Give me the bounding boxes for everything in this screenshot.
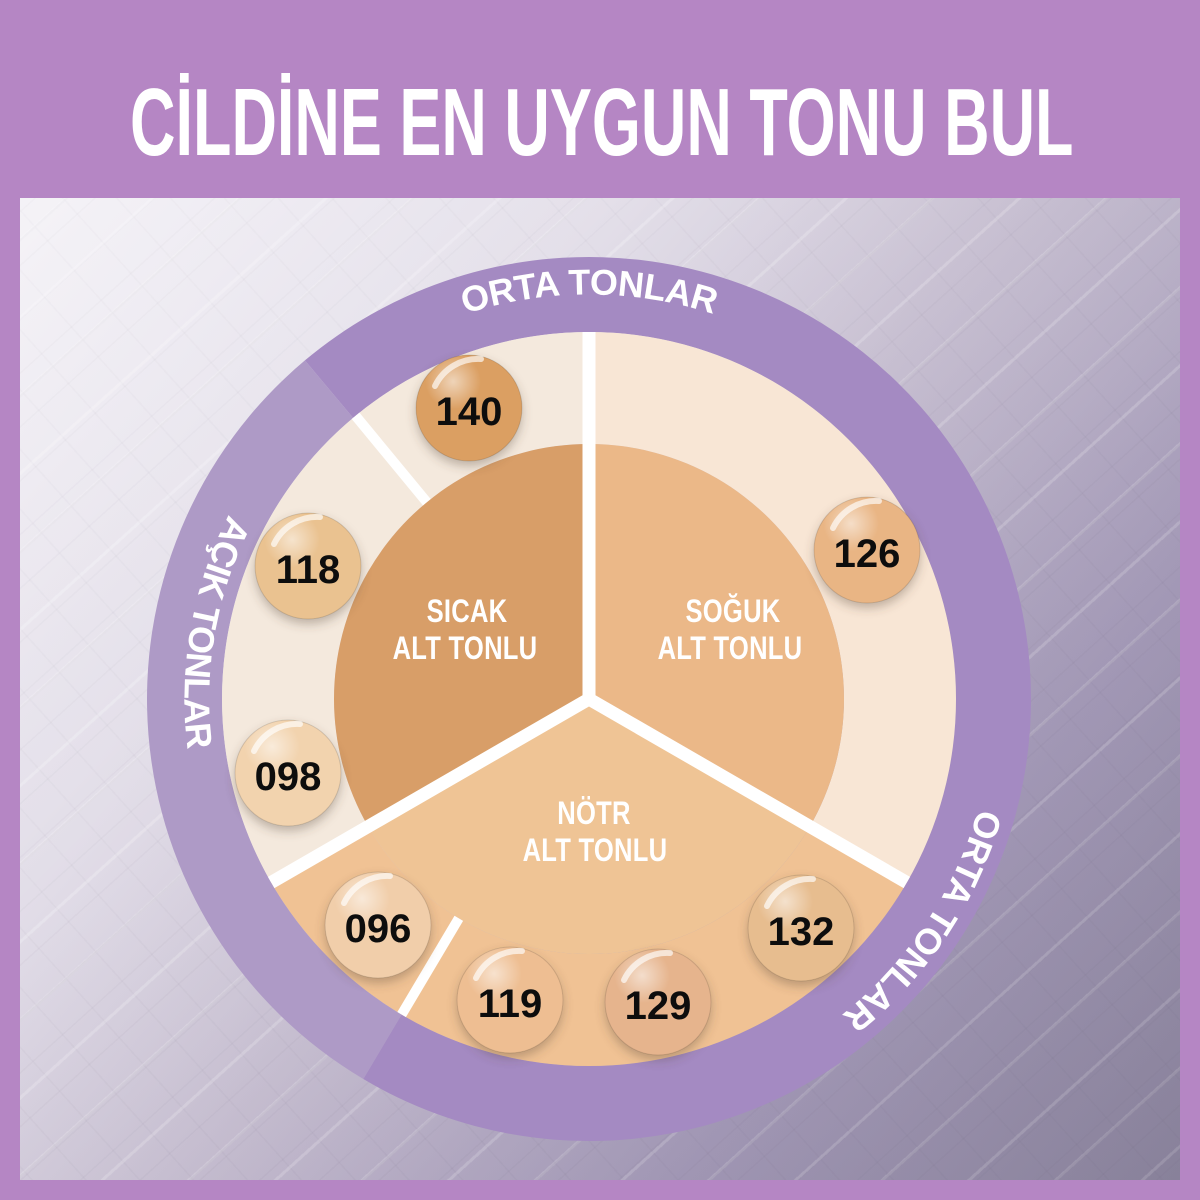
svg-text:NÖTR: NÖTR — [557, 795, 630, 831]
svg-text:140: 140 — [436, 390, 503, 434]
svg-text:ALT TONLU: ALT TONLU — [393, 631, 538, 666]
svg-text:ALT TONLU: ALT TONLU — [658, 631, 803, 666]
svg-text:SOĞUK: SOĞUK — [685, 592, 780, 630]
svg-text:096: 096 — [345, 907, 412, 951]
svg-text:098: 098 — [255, 755, 322, 799]
svg-text:118: 118 — [276, 548, 341, 592]
svg-text:119: 119 — [478, 982, 543, 1026]
svg-text:132: 132 — [768, 910, 835, 954]
svg-text:126: 126 — [834, 532, 901, 576]
svg-text:129: 129 — [625, 984, 692, 1028]
svg-text:SICAK: SICAK — [427, 594, 508, 629]
svg-text:ALT TONLU: ALT TONLU — [523, 833, 668, 868]
